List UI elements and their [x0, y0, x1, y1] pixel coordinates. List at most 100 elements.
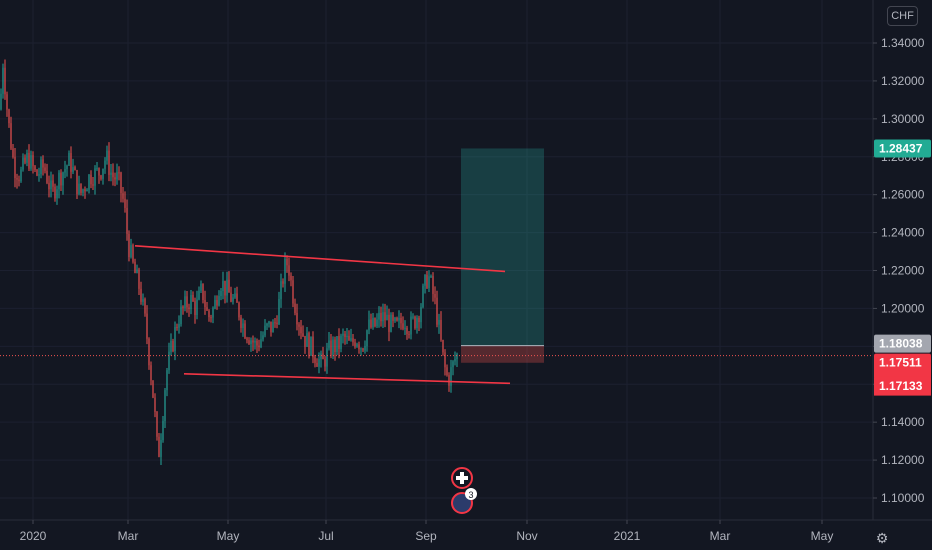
candle-body: [48, 182, 50, 190]
candle-body: [456, 354, 458, 360]
candle-body: [396, 317, 398, 321]
long-position-tool[interactable]: [461, 148, 544, 363]
candle-body: [338, 336, 340, 349]
candle-body: [146, 313, 148, 339]
time-axis[interactable]: 2020 Mar May Jul Sep Nov 2021 Mar May: [0, 519, 932, 543]
candle-body: [0, 93, 2, 110]
candle-body: [436, 297, 438, 325]
candle-body: [46, 170, 48, 183]
candle-body: [58, 172, 60, 190]
trendline-lower[interactable]: [183, 373, 511, 385]
entry-price-badge-bg: [874, 334, 931, 353]
candle-body: [414, 316, 416, 329]
candle-body: [6, 94, 8, 110]
candle-body: [132, 245, 134, 262]
target-zone: [461, 148, 544, 346]
candle-body: [210, 317, 212, 319]
candle-body: [226, 279, 228, 296]
candle-body: [186, 296, 188, 308]
candle-body: [410, 316, 412, 335]
candle-body: [174, 327, 176, 352]
candle-body: [176, 327, 178, 329]
candle-body: [140, 288, 142, 302]
candle-body: [54, 186, 56, 199]
candle-body: [212, 308, 214, 318]
candle-body: [98, 168, 100, 176]
candle-body: [204, 300, 206, 308]
candle-body: [254, 340, 256, 343]
candle-body: [10, 123, 12, 149]
candle-body: [374, 318, 376, 327]
candle-body: [384, 312, 386, 321]
candle-body: [382, 312, 384, 322]
time-tick-label: 2021: [614, 529, 641, 543]
candle-body: [68, 153, 70, 166]
candle-body: [80, 183, 82, 193]
candle-body: [104, 160, 106, 169]
candle-body: [256, 340, 258, 346]
candle-body: [416, 317, 418, 329]
price-tick-label: 1.12000: [881, 453, 925, 467]
candle-body: [388, 314, 390, 332]
candle-body: [438, 319, 440, 325]
candle-body: [136, 269, 138, 274]
candle-body: [94, 168, 96, 186]
candle-body: [352, 338, 354, 343]
candle-body: [282, 281, 284, 284]
currency-label[interactable]: CHF: [887, 6, 918, 26]
settings-gear-icon[interactable]: ⚙: [875, 530, 889, 546]
candle-body: [12, 148, 14, 157]
candle-body: [368, 319, 370, 331]
time-tick-label: May: [811, 529, 834, 543]
candle-body: [34, 166, 36, 170]
candle-body: [324, 359, 326, 367]
entry-price-badge: 1.18038: [879, 337, 923, 351]
economic-events[interactable]: 3: [451, 467, 477, 514]
candle-body: [402, 323, 404, 329]
candle-body: [172, 340, 174, 352]
candle-body: [392, 314, 394, 321]
candle-body: [246, 338, 248, 341]
candle-body: [372, 318, 374, 328]
price-tick-label: 1.26000: [881, 188, 925, 202]
candle-body: [92, 184, 94, 186]
candle-body: [238, 302, 240, 318]
candle-body: [418, 317, 420, 323]
candle-body: [364, 346, 366, 351]
candle-body: [128, 233, 130, 258]
candle-body: [312, 336, 314, 358]
candle-body: [420, 306, 422, 323]
candle-body: [360, 348, 362, 350]
candle-body: [82, 189, 84, 193]
candle-body: [192, 294, 194, 302]
candle-body: [428, 276, 430, 288]
candle-body: [218, 296, 220, 306]
candle-body: [298, 324, 300, 327]
candle-body: [430, 276, 432, 278]
candle-body: [108, 150, 110, 175]
candle-body: [84, 189, 86, 192]
candle-body: [310, 336, 312, 356]
swiss-cross-v: [460, 472, 464, 484]
candle-body: [100, 175, 102, 179]
candle-body: [290, 275, 292, 281]
trendlines[interactable]: [134, 245, 511, 385]
target-price-badge-bg: [874, 139, 931, 158]
candle-body: [362, 348, 364, 351]
price-tick-label: 1.32000: [881, 74, 925, 88]
price-axis[interactable]: 1.340001.320001.300001.280001.260001.240…: [872, 0, 925, 520]
candle-body: [74, 167, 76, 171]
candle-body: [190, 294, 192, 310]
time-tick-label: Mar: [710, 529, 731, 543]
candle-body: [314, 357, 316, 363]
candle-body: [180, 306, 182, 325]
candle-body: [336, 336, 338, 353]
candle-body: [96, 168, 98, 170]
candle-body: [120, 172, 122, 194]
candle-body: [154, 397, 156, 412]
candle-body: [182, 306, 184, 309]
trendline-upper[interactable]: [134, 245, 506, 273]
candle-body: [280, 281, 282, 300]
last-price-badge: 1.17511: [879, 356, 922, 370]
